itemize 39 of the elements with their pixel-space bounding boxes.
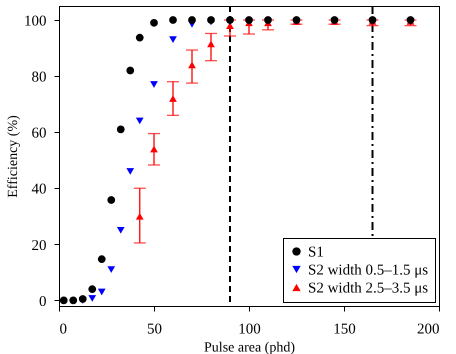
point bbox=[98, 288, 106, 296]
x-tick-label: 150 bbox=[333, 322, 356, 338]
point bbox=[107, 196, 116, 204]
point bbox=[60, 296, 68, 304]
point bbox=[136, 34, 144, 42]
point bbox=[107, 266, 116, 273]
point bbox=[169, 95, 177, 102]
legend-label: S2 width 2.5–3.5 μs bbox=[308, 280, 428, 296]
point bbox=[150, 18, 158, 27]
y-tick-label: 40 bbox=[32, 182, 46, 198]
point bbox=[126, 168, 134, 175]
x-tick-label: 200 bbox=[417, 322, 440, 338]
point bbox=[207, 16, 215, 24]
point bbox=[116, 226, 125, 234]
x-tick-label: 50 bbox=[147, 322, 162, 338]
point bbox=[116, 126, 125, 134]
point bbox=[98, 255, 106, 264]
point bbox=[136, 212, 144, 220]
point bbox=[150, 81, 158, 88]
point bbox=[169, 36, 177, 43]
point bbox=[88, 295, 96, 302]
point bbox=[126, 66, 134, 74]
y-tick-label: 20 bbox=[32, 238, 46, 254]
point bbox=[150, 146, 158, 152]
point bbox=[88, 285, 96, 294]
y-tick-label: 80 bbox=[32, 70, 46, 86]
legend-label: S2 width 0.5–1.5 μs bbox=[308, 262, 428, 278]
point bbox=[188, 16, 196, 24]
point bbox=[136, 118, 144, 124]
x-tick-label: 0 bbox=[60, 322, 67, 338]
legend-label: S1 bbox=[308, 244, 324, 260]
y-tick-label: 60 bbox=[32, 126, 46, 142]
point bbox=[188, 62, 196, 68]
x-tick-label: 100 bbox=[238, 322, 261, 338]
y-tick-label: 100 bbox=[24, 14, 46, 30]
y-tick-label: 0 bbox=[39, 294, 46, 310]
point bbox=[169, 16, 177, 24]
point bbox=[69, 296, 78, 304]
y-axis-title: Efficiency (%) bbox=[6, 114, 21, 198]
